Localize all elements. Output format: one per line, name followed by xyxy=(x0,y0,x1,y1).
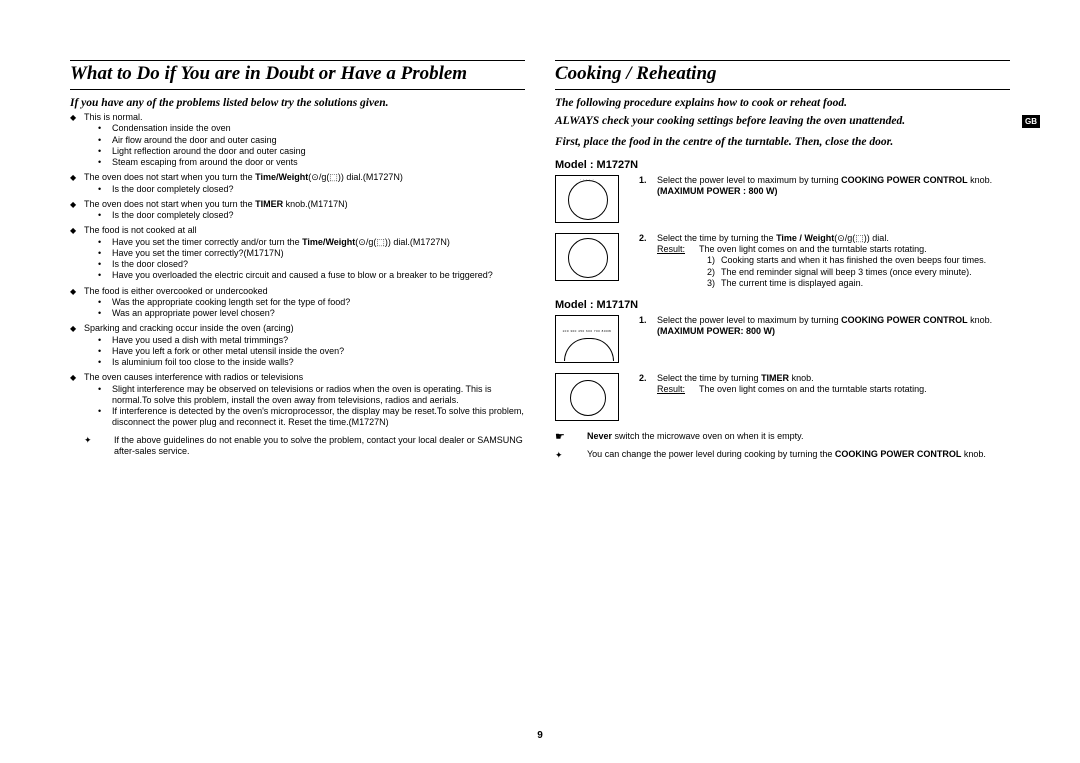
power-dial-icon: · · · · · xyxy=(555,175,619,223)
right-intro-2: ALWAYS check your cooking settings befor… xyxy=(555,114,1010,128)
right-intro-3: First, place the food in the centre of t… xyxy=(555,135,1010,149)
right-intro-1: The following procedure explains how to … xyxy=(555,96,1010,110)
step-text: Select the time by turning TIMER knob. R… xyxy=(657,373,1010,425)
step-number: 1. xyxy=(639,315,657,367)
time-dial-icon xyxy=(555,233,619,281)
left-column: What to Do if You are in Doubt or Have a… xyxy=(70,60,525,463)
step-text: Select the power level to maximum by tur… xyxy=(657,315,1010,367)
language-badge: GB xyxy=(1022,115,1040,128)
footnote-text: If the above guidelines do not enable yo… xyxy=(114,435,525,458)
model-heading-1717: Model : M1717N xyxy=(555,299,1010,311)
step-text: Select the power level to maximum by tur… xyxy=(657,175,1010,227)
two-column-layout: What to Do if You are in Doubt or Have a… xyxy=(70,60,1010,463)
step-number: 2. xyxy=(639,233,657,289)
timer-dial-icon xyxy=(555,373,619,421)
note-change-power: You can change the power level during co… xyxy=(555,449,1010,463)
step-text: Select the time by turning the Time / We… xyxy=(657,233,1010,289)
warning-never-empty: Never switch the microwave oven on when … xyxy=(555,431,1010,445)
left-intro: If you have any of the problems listed b… xyxy=(70,96,525,110)
section-heading-rule: What to Do if You are in Doubt or Have a… xyxy=(70,60,525,90)
m1727-step2: 2. Select the time by turning the Time /… xyxy=(555,233,1010,289)
troubleshooting-list: This is normal.Condensation inside the o… xyxy=(70,112,525,429)
left-title: What to Do if You are in Doubt or Have a… xyxy=(70,63,525,85)
m1717-step2: 2. Select the time by turning TIMER knob… xyxy=(555,373,1010,425)
note-icon xyxy=(84,435,114,458)
step-number: 1. xyxy=(639,175,657,227)
hand-pointer-icon xyxy=(555,431,587,445)
power-scale-icon: 100 300 450 600 700 800W xyxy=(555,315,619,363)
note-icon xyxy=(555,449,587,463)
m1717-step1: 100 300 450 600 700 800W 1. Select the p… xyxy=(555,315,1010,367)
right-title: Cooking / Reheating xyxy=(555,63,1010,85)
footnote-row: If the above guidelines do not enable yo… xyxy=(70,435,525,458)
m1727-step1: · · · · · 1. Select the power level to m… xyxy=(555,175,1010,227)
model-heading-1727: Model : M1727N xyxy=(555,159,1010,171)
right-column: Cooking / Reheating The following proced… xyxy=(555,60,1010,463)
page-number: 9 xyxy=(0,730,1080,741)
step-number: 2. xyxy=(639,373,657,425)
manual-page: GB What to Do if You are in Doubt or Hav… xyxy=(0,0,1080,763)
section-heading-rule: Cooking / Reheating xyxy=(555,60,1010,90)
